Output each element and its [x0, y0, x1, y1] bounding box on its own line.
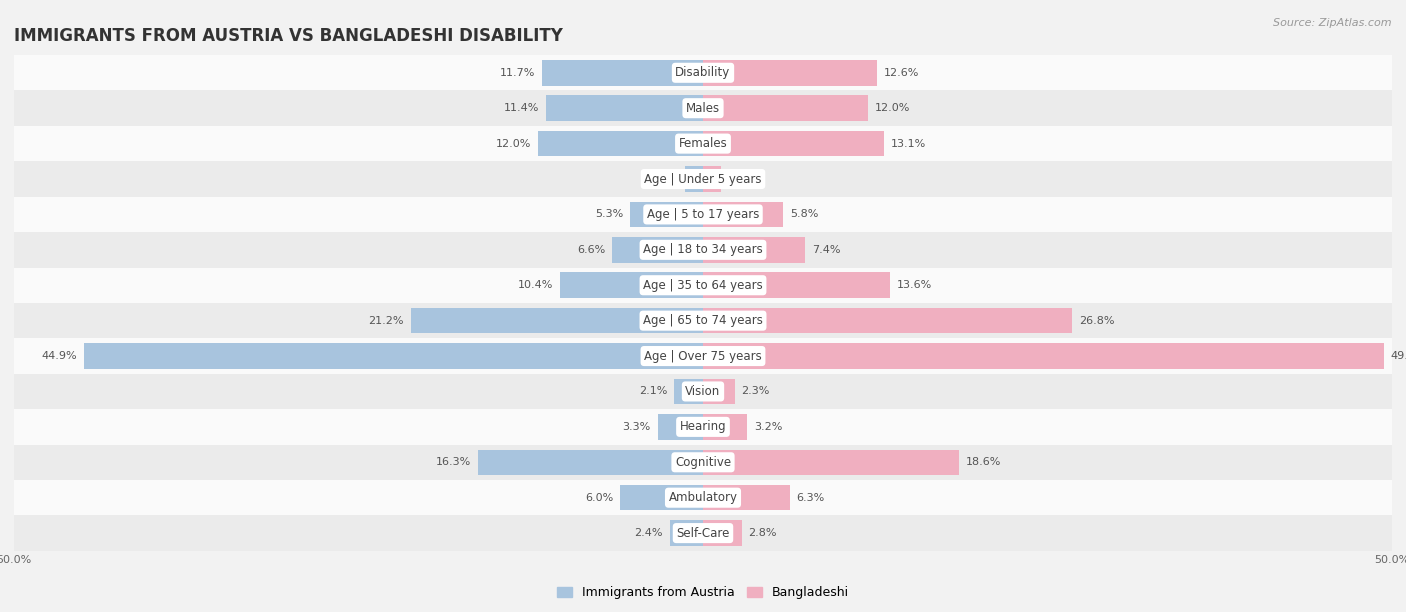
- Text: 3.3%: 3.3%: [623, 422, 651, 432]
- Bar: [685, 166, 703, 192]
- Bar: [703, 131, 883, 156]
- Bar: [703, 520, 741, 546]
- Bar: [541, 60, 703, 86]
- Text: 6.0%: 6.0%: [585, 493, 613, 502]
- Text: Males: Males: [686, 102, 720, 114]
- Text: Hearing: Hearing: [679, 420, 727, 433]
- Bar: [14, 374, 1392, 409]
- Bar: [560, 272, 703, 298]
- Bar: [14, 232, 1392, 267]
- Text: IMMIGRANTS FROM AUSTRIA VS BANGLADESHI DISABILITY: IMMIGRANTS FROM AUSTRIA VS BANGLADESHI D…: [14, 27, 562, 45]
- Text: Ambulatory: Ambulatory: [668, 491, 738, 504]
- Bar: [703, 450, 959, 475]
- Text: Age | 65 to 74 years: Age | 65 to 74 years: [643, 314, 763, 327]
- Text: 44.9%: 44.9%: [42, 351, 77, 361]
- Text: 12.0%: 12.0%: [875, 103, 911, 113]
- Bar: [14, 409, 1392, 444]
- Bar: [478, 450, 703, 475]
- Text: 11.7%: 11.7%: [499, 68, 534, 78]
- Bar: [546, 95, 703, 121]
- Text: Age | 18 to 34 years: Age | 18 to 34 years: [643, 244, 763, 256]
- Bar: [673, 379, 703, 404]
- Bar: [703, 308, 1073, 334]
- Text: Self-Care: Self-Care: [676, 526, 730, 540]
- Text: 12.6%: 12.6%: [883, 68, 920, 78]
- Bar: [703, 60, 876, 86]
- Bar: [703, 414, 747, 439]
- Text: 3.2%: 3.2%: [754, 422, 782, 432]
- Bar: [703, 343, 1384, 369]
- Text: Females: Females: [679, 137, 727, 150]
- Bar: [14, 126, 1392, 162]
- Bar: [14, 162, 1392, 196]
- Text: 18.6%: 18.6%: [966, 457, 1001, 468]
- Text: 6.3%: 6.3%: [797, 493, 825, 502]
- Text: 13.6%: 13.6%: [897, 280, 932, 290]
- Text: 2.4%: 2.4%: [634, 528, 664, 538]
- Bar: [703, 237, 806, 263]
- Text: 1.3%: 1.3%: [728, 174, 756, 184]
- Bar: [14, 91, 1392, 126]
- Text: 21.2%: 21.2%: [368, 316, 404, 326]
- Bar: [14, 303, 1392, 338]
- Bar: [620, 485, 703, 510]
- Text: 26.8%: 26.8%: [1080, 316, 1115, 326]
- Bar: [669, 520, 703, 546]
- Text: Cognitive: Cognitive: [675, 456, 731, 469]
- Bar: [14, 55, 1392, 91]
- Bar: [14, 444, 1392, 480]
- Bar: [14, 480, 1392, 515]
- Bar: [703, 95, 869, 121]
- Bar: [630, 202, 703, 227]
- Bar: [411, 308, 703, 334]
- Text: 49.4%: 49.4%: [1391, 351, 1406, 361]
- Bar: [658, 414, 703, 439]
- Text: 16.3%: 16.3%: [436, 457, 471, 468]
- Text: 5.8%: 5.8%: [790, 209, 818, 220]
- Text: 2.1%: 2.1%: [638, 386, 668, 397]
- Text: Vision: Vision: [685, 385, 721, 398]
- Bar: [703, 272, 890, 298]
- Bar: [537, 131, 703, 156]
- Bar: [84, 343, 703, 369]
- Bar: [612, 237, 703, 263]
- Text: Age | 5 to 17 years: Age | 5 to 17 years: [647, 208, 759, 221]
- Text: 11.4%: 11.4%: [503, 103, 538, 113]
- Text: 2.3%: 2.3%: [741, 386, 770, 397]
- Bar: [703, 485, 790, 510]
- Text: 5.3%: 5.3%: [595, 209, 623, 220]
- Text: 7.4%: 7.4%: [811, 245, 841, 255]
- Text: Disability: Disability: [675, 66, 731, 80]
- Bar: [14, 267, 1392, 303]
- Text: 12.0%: 12.0%: [495, 138, 531, 149]
- Bar: [703, 166, 721, 192]
- Text: 6.6%: 6.6%: [576, 245, 605, 255]
- Text: 1.3%: 1.3%: [650, 174, 678, 184]
- Text: Source: ZipAtlas.com: Source: ZipAtlas.com: [1274, 18, 1392, 28]
- Legend: Immigrants from Austria, Bangladeshi: Immigrants from Austria, Bangladeshi: [551, 581, 855, 604]
- Bar: [14, 338, 1392, 374]
- Text: Age | 35 to 64 years: Age | 35 to 64 years: [643, 278, 763, 292]
- Bar: [14, 515, 1392, 551]
- Bar: [703, 379, 735, 404]
- Bar: [703, 202, 783, 227]
- Text: 2.8%: 2.8%: [748, 528, 778, 538]
- Text: Age | Over 75 years: Age | Over 75 years: [644, 349, 762, 362]
- Text: 10.4%: 10.4%: [517, 280, 553, 290]
- Bar: [14, 196, 1392, 232]
- Text: 13.1%: 13.1%: [890, 138, 925, 149]
- Text: Age | Under 5 years: Age | Under 5 years: [644, 173, 762, 185]
